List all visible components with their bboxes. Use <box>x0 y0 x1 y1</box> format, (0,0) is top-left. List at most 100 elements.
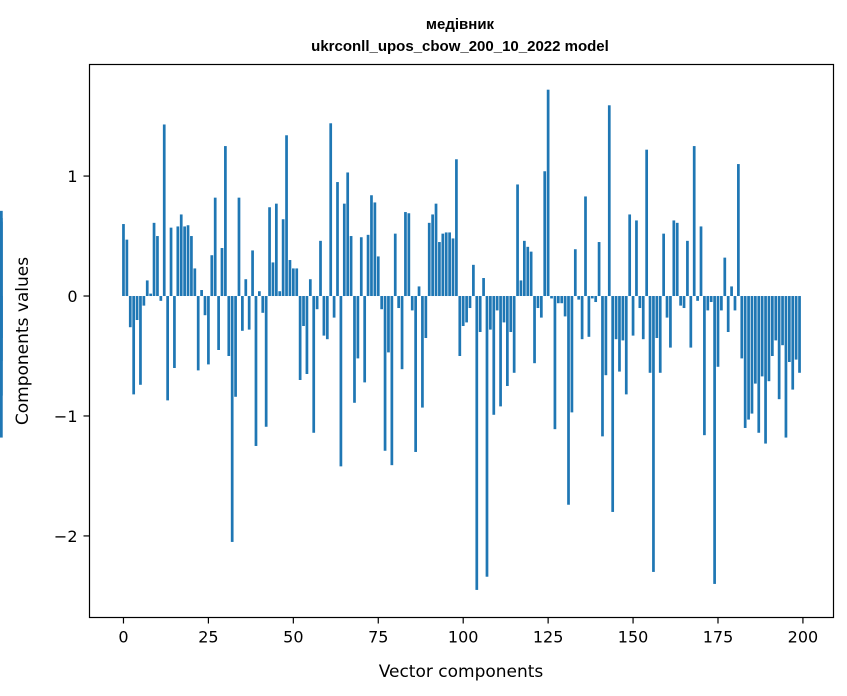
bar <box>455 159 458 297</box>
bar <box>305 296 309 374</box>
bar <box>145 280 149 297</box>
bar <box>655 296 659 338</box>
y-tick-label: −1 <box>54 407 78 426</box>
bar <box>648 296 652 373</box>
bar <box>271 262 275 297</box>
bar <box>624 296 628 395</box>
bar <box>410 296 414 311</box>
bar <box>0 296 3 361</box>
bar <box>556 296 560 304</box>
bar <box>200 290 203 297</box>
bar <box>726 296 730 333</box>
bar <box>641 296 645 340</box>
x-tick-label: 50 <box>283 628 303 647</box>
bar <box>128 296 132 328</box>
bar <box>363 296 367 383</box>
bar <box>390 296 394 466</box>
bar <box>716 296 720 367</box>
bar <box>669 296 672 348</box>
bar <box>526 246 530 297</box>
bar <box>427 222 431 297</box>
bar <box>376 256 380 297</box>
bar <box>502 296 506 323</box>
bar <box>370 195 373 297</box>
bar <box>740 296 744 359</box>
bar <box>478 296 482 333</box>
bar <box>251 250 254 297</box>
bar <box>737 164 740 297</box>
bar <box>224 146 227 297</box>
bar <box>607 105 611 297</box>
bar <box>587 296 591 337</box>
bar <box>506 296 509 386</box>
bar <box>139 296 142 385</box>
bar <box>149 293 153 297</box>
bar <box>760 296 764 377</box>
bar <box>237 197 241 297</box>
bar <box>353 296 356 403</box>
bar <box>264 296 268 427</box>
bar <box>662 233 665 297</box>
x-tick-label: 75 <box>368 628 388 647</box>
y-tick-label: 1 <box>67 167 77 186</box>
bar <box>730 286 733 297</box>
bar <box>482 278 485 297</box>
bar <box>475 296 479 590</box>
x-axis-label: Vector components <box>379 662 544 682</box>
bar <box>397 296 401 309</box>
bar <box>227 296 231 356</box>
bar <box>703 296 706 436</box>
bar <box>210 255 214 297</box>
y-tick-label: −2 <box>54 527 78 546</box>
bar <box>315 296 319 310</box>
bar <box>709 296 713 303</box>
bar <box>492 296 496 415</box>
plot-frame <box>88 63 835 619</box>
bar <box>213 197 217 297</box>
x-tick-label: 0 <box>118 628 128 647</box>
bar <box>461 296 465 327</box>
bar <box>686 240 689 297</box>
bar <box>254 296 258 446</box>
bar <box>675 222 679 297</box>
bar <box>414 296 417 452</box>
bar <box>791 296 795 390</box>
bar <box>550 296 553 299</box>
bar <box>234 296 237 397</box>
bar <box>404 212 407 297</box>
bar <box>441 233 445 297</box>
bar <box>366 234 370 297</box>
bar <box>485 296 489 577</box>
bar <box>757 296 761 433</box>
bar <box>380 296 384 310</box>
bars-group <box>0 89 801 590</box>
bar <box>468 296 472 309</box>
bar <box>176 226 180 297</box>
bar <box>183 226 186 297</box>
bar <box>458 296 462 356</box>
bar <box>516 184 519 297</box>
bar <box>665 296 669 318</box>
x-tick-label: 200 <box>788 628 819 647</box>
bar <box>747 296 750 420</box>
bar <box>767 296 771 382</box>
bar <box>438 242 441 297</box>
bar <box>472 264 475 297</box>
bar <box>495 296 499 311</box>
x-tick-label: 25 <box>198 628 218 647</box>
bar <box>261 296 265 313</box>
bar <box>349 236 353 297</box>
bar <box>672 220 676 297</box>
bar <box>628 214 632 297</box>
bar <box>570 296 574 413</box>
bar <box>621 296 625 341</box>
bar <box>132 296 136 395</box>
bar <box>798 296 801 373</box>
bar <box>601 296 604 437</box>
bar <box>400 296 404 370</box>
bar <box>217 296 220 350</box>
bar <box>754 296 757 384</box>
bar <box>387 296 390 353</box>
bar <box>0 218 3 297</box>
